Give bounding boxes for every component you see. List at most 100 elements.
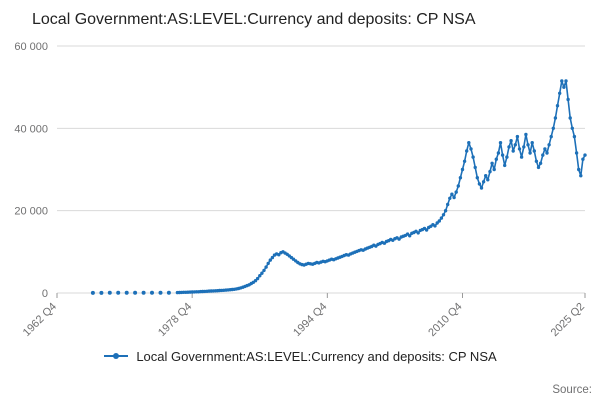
data-point-marker: [530, 141, 534, 145]
data-point-marker: [486, 178, 490, 182]
y-tick-label: 60 000: [14, 41, 48, 53]
legend-label: Local Government:AS:LEVEL:Currency and d…: [136, 348, 497, 364]
data-point-marker: [503, 163, 507, 168]
data-point-marker: [566, 97, 570, 102]
data-point-marker: [473, 165, 477, 170]
data-point-marker: [509, 139, 513, 143]
data-point-marker: [551, 126, 555, 130]
data-point-marker: [541, 153, 545, 157]
data-point-marker: [166, 290, 171, 295]
data-point-marker: [572, 134, 577, 139]
gridlines-group: [57, 45, 585, 294]
data-point-marker: [568, 116, 572, 120]
data-point-marker: [490, 161, 494, 165]
data-point-marker: [458, 176, 463, 180]
data-point-marker: [467, 141, 471, 145]
data-point-marker: [452, 195, 456, 200]
x-axis-labels-group: 1962 Q4 1978 Q4 1994 Q4 2010 Q4 2025 Q2: [21, 301, 587, 339]
data-point-marker: [498, 141, 503, 145]
data-point-marker: [534, 159, 539, 163]
data-point-marker: [570, 126, 574, 130]
data-point-marker: [496, 151, 501, 155]
data-point-marker: [577, 167, 581, 172]
data-point-marker: [262, 268, 266, 273]
data-point-marker: [268, 258, 272, 262]
data-point-marker: [583, 153, 587, 157]
data-point-marker: [536, 165, 541, 170]
data-point-marker: [471, 155, 475, 159]
x-tick-label: 2025 Q2: [549, 301, 587, 339]
data-point-marker: [492, 167, 496, 172]
data-point-marker: [581, 157, 585, 161]
data-point-marker: [450, 192, 454, 196]
data-point-marker: [547, 143, 551, 147]
y-tick-label: 20 000: [14, 206, 48, 218]
data-point-marker: [266, 261, 270, 266]
source-label: Source:: [552, 384, 592, 396]
data-point-marker: [560, 79, 564, 83]
data-point-marker: [446, 202, 450, 207]
legend-item[interactable]: Local Government:AS:LEVEL:Currency and d…: [0, 346, 600, 366]
data-point-marker: [448, 196, 452, 200]
x-tick-label: 1962 Q4: [21, 301, 59, 339]
data-point-marker: [524, 132, 528, 137]
data-point-marker: [500, 153, 505, 157]
data-point-marker: [555, 104, 560, 108]
data-point-marker: [543, 147, 547, 151]
data-point-marker: [549, 134, 553, 139]
page-title: Local Government:AS:LEVEL:Currency and d…: [32, 11, 476, 28]
data-point-marker: [408, 234, 412, 238]
data-point-marker: [124, 290, 129, 295]
data-point-marker: [511, 149, 515, 153]
data-point-marker: [397, 237, 401, 241]
data-point-marker: [564, 79, 568, 83]
data-point-marker: [158, 290, 163, 295]
data-point-marker: [116, 290, 121, 295]
data-point-marker: [460, 167, 465, 172]
data-point-marker: [260, 271, 264, 275]
data-point-marker: [255, 276, 260, 281]
data-point-marker: [545, 151, 549, 155]
data-point-marker: [264, 265, 268, 269]
data-point-marker: [437, 219, 441, 223]
series-line: [177, 80, 586, 294]
data-point-marker: [522, 145, 526, 149]
data-point-marker: [484, 174, 488, 178]
data-point-marker: [456, 184, 460, 188]
data-point-marker: [488, 169, 492, 174]
legend-series-marker-icon: [104, 353, 129, 359]
y-tick-label: 40 000: [14, 123, 48, 135]
data-point-marker: [505, 155, 509, 159]
data-point-marker: [538, 161, 543, 165]
data-point-marker: [454, 190, 458, 194]
data-point-marker: [441, 213, 446, 217]
timeseries-chart: 0 20 000 40 000 60 000 1962 Q4 1978 Q4 1994 Q4…: [14, 41, 587, 339]
chart-area: 0 20 000 40 000 60 000 1962 Q4 1978 Q4 1994 Q4…: [0, 34, 600, 344]
data-point-marker: [141, 290, 146, 295]
data-point-marker: [513, 143, 517, 147]
data-point-marker: [519, 155, 524, 159]
x-tick-label: 2010 Q4: [426, 301, 464, 339]
data-point-marker: [107, 290, 112, 295]
data-point-marker: [90, 290, 95, 295]
y-axis-labels-group: 0 20 000 40 000 60 000: [14, 41, 48, 300]
series-group: [90, 79, 587, 295]
data-point-marker: [424, 228, 429, 232]
data-point-marker: [416, 231, 420, 235]
data-point-marker: [433, 224, 437, 228]
data-point-marker: [150, 290, 154, 295]
data-point-marker: [481, 180, 486, 184]
y-tick-label: 0: [42, 288, 48, 300]
data-point-marker: [462, 159, 467, 163]
data-point-marker: [270, 255, 275, 260]
data-point-marker: [515, 134, 520, 139]
data-point-marker: [465, 149, 469, 153]
data-point-marker: [443, 209, 448, 213]
data-point-marker: [469, 147, 473, 151]
x-tick-label: 1994 Q4: [291, 301, 329, 339]
data-point-marker: [253, 279, 258, 283]
data-point-marker: [477, 182, 482, 186]
data-point-marker: [532, 149, 536, 153]
data-point-marker: [494, 157, 498, 161]
data-point-marker: [258, 274, 262, 278]
